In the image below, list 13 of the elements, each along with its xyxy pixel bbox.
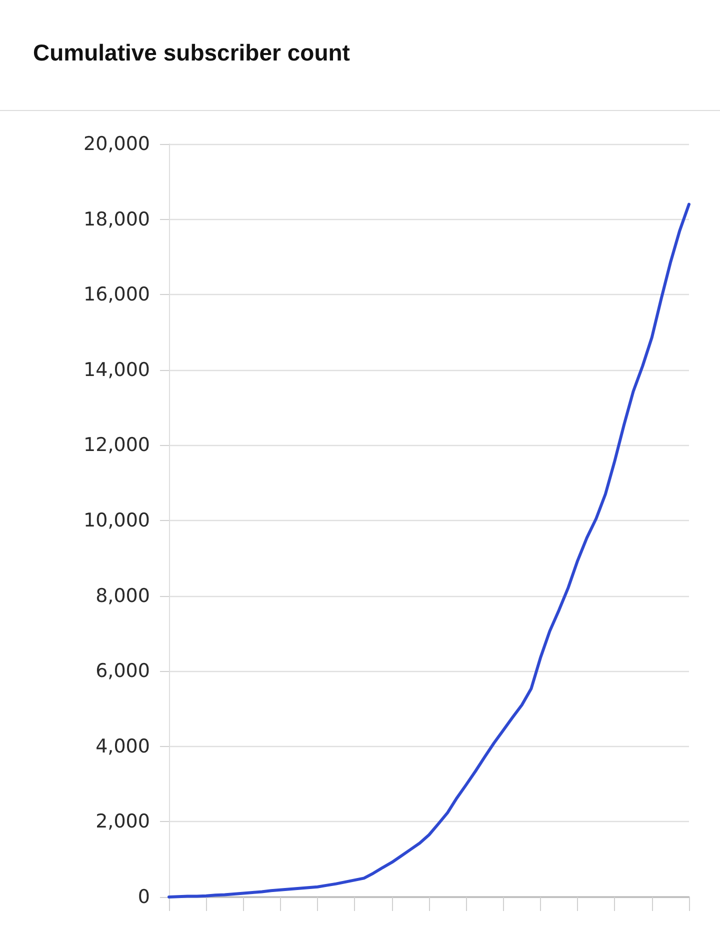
- y-tick-label: 2,000: [96, 810, 150, 833]
- line-series: [168, 202, 690, 898]
- y-tick-label: 20,000: [84, 133, 150, 155]
- y-tick-label: 8,000: [96, 584, 150, 607]
- y-tick-label: 0: [138, 886, 150, 908]
- y-tick-label: 14,000: [84, 358, 150, 381]
- y-tick-label: 18,000: [84, 208, 150, 230]
- y-tick-label: 12,000: [84, 434, 150, 456]
- y-tick-label: 4,000: [96, 735, 150, 758]
- y-tick-label: 10,000: [84, 510, 150, 532]
- y-tick-label: 16,000: [84, 284, 150, 306]
- chart-title: Cumulative subscriber count: [33, 40, 350, 66]
- y-tick-label: 6,000: [96, 660, 150, 682]
